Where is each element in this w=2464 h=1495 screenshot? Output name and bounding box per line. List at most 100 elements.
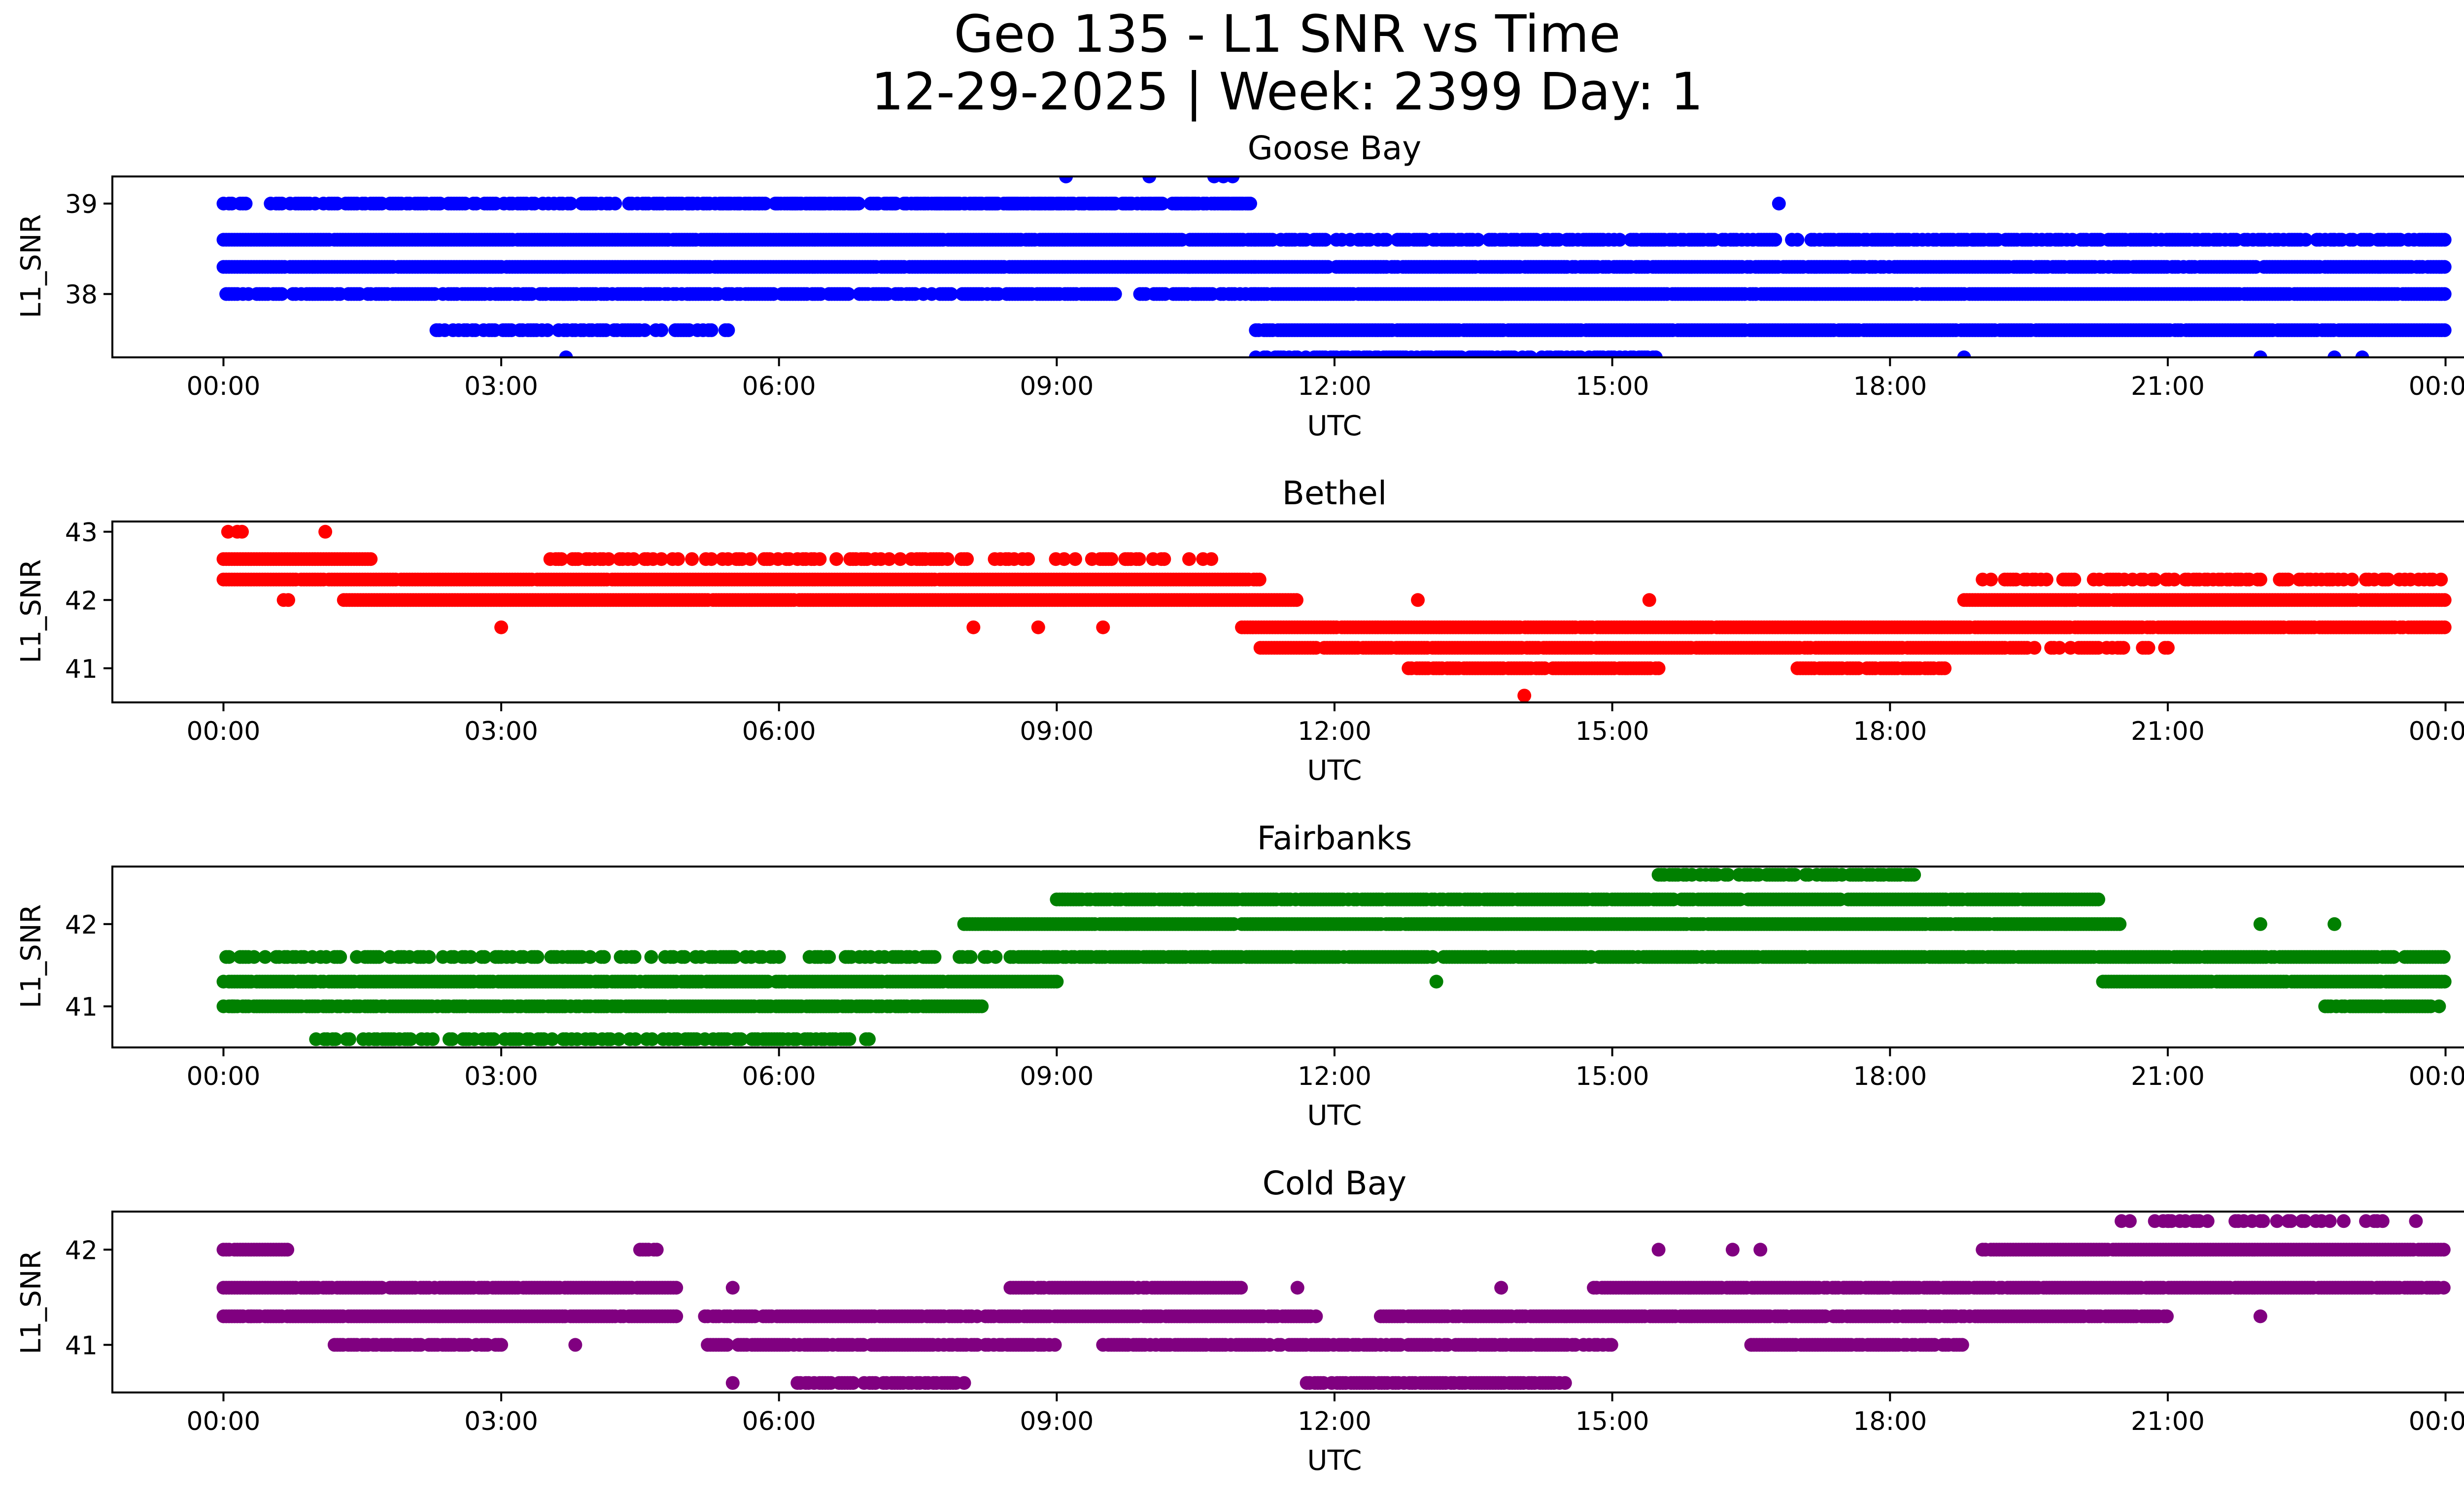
data-point	[743, 552, 757, 566]
data-point	[940, 552, 955, 566]
series-1	[1235, 572, 2452, 675]
data-point	[2039, 572, 2053, 587]
subplot-title: Goose Bay	[1248, 129, 1422, 167]
data-point	[813, 552, 827, 566]
data-point	[1108, 287, 1122, 301]
x-tick-label: 15:00	[1575, 372, 1649, 401]
data-point	[944, 287, 958, 301]
data-point	[626, 552, 641, 566]
data-point	[602, 552, 616, 566]
data-point	[1966, 233, 1981, 247]
x-tick-label: 00:00	[2409, 372, 2464, 401]
series-1	[1249, 233, 2452, 357]
x-tick-label: 18:00	[1853, 372, 1927, 401]
subplot-bethel: Bethel 00:00 03:00 06:00 09:00 12:00 15:00 18:…	[15, 474, 2464, 787]
data-point	[2437, 620, 2452, 634]
data-point	[364, 552, 378, 566]
x-tick-label: 03:00	[464, 372, 538, 401]
data-point	[654, 552, 669, 566]
data-point	[1612, 233, 1627, 247]
data-point	[1124, 197, 1138, 210]
data-point	[1157, 552, 1171, 566]
data-point	[1142, 176, 1157, 183]
series-0	[216, 197, 1261, 337]
figure-title-line1: Geo 135 - L1 SNR vs Time	[954, 4, 1620, 64]
data-point	[893, 552, 907, 566]
x-axis-label: UTC	[1307, 410, 1362, 442]
data-point	[1938, 661, 1952, 675]
data-point	[2253, 350, 2267, 357]
data-point	[1132, 552, 1146, 566]
data-point	[1524, 350, 1538, 357]
data-point	[696, 197, 710, 210]
y-tick-label: 39	[65, 190, 98, 219]
data-point	[638, 323, 652, 337]
data-point	[1651, 661, 1666, 675]
data-point	[1204, 552, 1219, 566]
data-point	[2437, 593, 2452, 607]
data-point	[564, 197, 578, 210]
data-point	[1068, 552, 1082, 566]
data-point	[1290, 593, 1303, 607]
data-point	[608, 197, 622, 210]
data-point	[2148, 572, 2162, 587]
data-point	[752, 197, 766, 210]
x-tick-label: 09:00	[1020, 372, 1094, 401]
data-point	[1252, 572, 1266, 587]
data-point	[1154, 197, 1168, 210]
data-point	[661, 233, 675, 247]
data-point	[774, 197, 788, 210]
data-point	[2437, 287, 2452, 301]
data-point	[823, 197, 838, 210]
data-point	[2167, 572, 2182, 587]
series-0	[216, 552, 1303, 607]
data-point	[2437, 260, 2452, 274]
data-point	[721, 323, 735, 337]
figure-title-line2: 12-29-2025 | Week: 2399 Day: 1	[871, 62, 1703, 122]
data-point	[2298, 233, 2313, 247]
data-point	[991, 197, 1005, 210]
data-point	[1065, 197, 1080, 210]
data-point	[1182, 552, 1196, 566]
data-point	[554, 552, 569, 566]
x-tick-label: 21:00	[2131, 372, 2205, 401]
x-tick-label: 00:00	[187, 372, 261, 401]
data-point	[1768, 233, 1782, 247]
data-point	[671, 552, 685, 566]
data-point	[1059, 176, 1073, 183]
data-point	[888, 197, 902, 210]
data-point	[685, 552, 699, 566]
data-point	[1104, 552, 1119, 566]
data-point	[704, 552, 719, 566]
data-point	[1189, 287, 1203, 301]
data-point	[2437, 233, 2452, 247]
data-point	[841, 287, 856, 301]
data-point	[1057, 552, 1071, 566]
data-point	[541, 323, 554, 337]
x-tick-label: 12:00	[1298, 372, 1371, 401]
data-point	[2253, 572, 2267, 587]
subplot-goose-bay: Goose Bay 00:00 03:00 06:00 09:00 12:00 15:00…	[15, 129, 2464, 442]
data-point	[2281, 572, 2295, 587]
data-point	[1226, 176, 1240, 183]
x-tick-label: 06:00	[742, 372, 816, 401]
subplot-title: Bethel	[1282, 474, 1387, 512]
data-point	[239, 197, 253, 210]
data-point	[2437, 323, 2452, 337]
data-point	[1471, 233, 1485, 247]
data-point	[1379, 233, 1394, 247]
data-point	[704, 323, 719, 337]
data-point	[1243, 197, 1257, 210]
data-point	[654, 323, 669, 337]
data-point	[2327, 350, 2342, 357]
data-point	[274, 287, 289, 301]
data-point	[1648, 350, 1663, 357]
data-point	[2327, 233, 2342, 247]
data-point	[1790, 233, 1805, 247]
data-point	[2355, 350, 2369, 357]
y-tick-label: 38	[65, 280, 98, 310]
y-axis-label: L1_SNR	[15, 214, 47, 318]
data-point	[1957, 350, 1971, 357]
data-point	[1318, 233, 1333, 247]
